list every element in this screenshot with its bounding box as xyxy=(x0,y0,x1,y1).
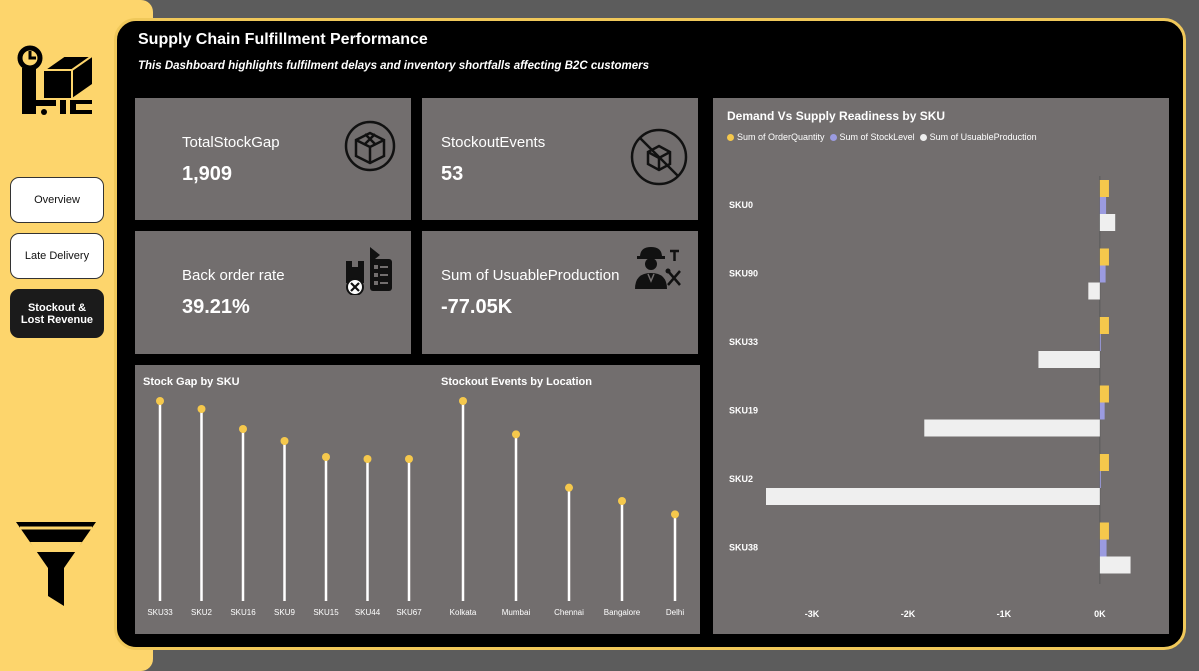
kpi-card-back-order-rate: Back order rate 39.21% xyxy=(135,231,411,354)
open-box-icon xyxy=(344,120,396,172)
bar-1 xyxy=(1099,539,1107,557)
bar-1 xyxy=(1099,471,1101,488)
bar-0 xyxy=(1099,248,1109,266)
nav-late-delivery-button[interactable]: Late Delivery xyxy=(10,233,104,279)
y-tick-label: SKU38 xyxy=(729,543,758,553)
x-tick-label: Kolkata xyxy=(450,608,477,617)
stock-gap-chart-title: Stock Gap by SKU xyxy=(143,376,240,388)
kpi-label: Back order rate xyxy=(182,267,285,284)
lollipop-point xyxy=(405,455,413,463)
kpi-value: 1,909 xyxy=(182,163,233,185)
worker-icon xyxy=(635,247,681,289)
stockout-location-chart-title: Stockout Events by Location xyxy=(441,376,592,388)
bar-1 xyxy=(1099,334,1101,351)
bar-0 xyxy=(1099,385,1109,403)
x-tick-label: SKU33 xyxy=(147,608,173,617)
x-tick-label: -3K xyxy=(805,609,820,619)
x-tick-label: Chennai xyxy=(554,608,584,617)
y-tick-label: SKU19 xyxy=(729,406,758,416)
page-title: Supply Chain Fulfillment Performance xyxy=(138,31,428,48)
lollipop-point xyxy=(512,430,520,439)
lollipop-point xyxy=(565,483,573,492)
bar-2 xyxy=(1038,351,1100,368)
x-tick-label: Bangalore xyxy=(604,608,641,617)
x-tick-label: SKU16 xyxy=(230,608,256,617)
x-tick-label: -1K xyxy=(997,609,1012,619)
kpi-label: StockoutEvents xyxy=(441,134,546,151)
legend-label: Sum of UsuableProduction xyxy=(929,132,1037,142)
kpi-label: Sum of UsuableProduction xyxy=(441,267,620,284)
bar-2 xyxy=(1099,214,1116,231)
chart-legend: Sum of OrderQuantity Sum of StockLevel S… xyxy=(727,132,1037,142)
nav-stockout-button[interactable]: Stockout & Lost Revenue xyxy=(10,289,104,338)
x-tick-label: SKU9 xyxy=(274,608,295,617)
nav-overview-button[interactable]: Overview xyxy=(10,177,104,223)
bar-0 xyxy=(1099,180,1109,197)
lollipop-point xyxy=(156,397,164,405)
kpi-card-stockout-events: StockoutEvents 53 xyxy=(422,98,698,220)
bar-0 xyxy=(1099,522,1109,540)
y-tick-label: SKU90 xyxy=(729,269,758,279)
lollipop-point xyxy=(363,455,372,463)
kpi-label: TotalStockGap xyxy=(182,134,280,151)
legend-label: Sum of StockLevel xyxy=(839,132,915,142)
y-tick-label: SKU33 xyxy=(729,337,758,347)
lollipop-point xyxy=(322,453,330,461)
bar-2 xyxy=(766,488,1100,505)
lollipop-charts-svg: SKU33 SKU2 SKU16 SKU9 SKU15 SKU44 SKU67 Kolkata… xyxy=(147,397,684,617)
x-tick-label: SKU67 xyxy=(396,608,422,617)
legend-label: Sum of OrderQuantity xyxy=(737,132,825,142)
legend-swatch xyxy=(829,133,837,141)
no-box-icon xyxy=(630,128,688,186)
bar-2 xyxy=(924,419,1100,437)
x-tick-label: SKU44 xyxy=(355,608,381,617)
lollipop-charts-card: Stock Gap by SKU Stockout Events by Loca… xyxy=(135,365,700,634)
bar-0 xyxy=(1099,454,1109,471)
legend-swatch xyxy=(919,133,927,141)
demand-supply-chart-svg: SKU0 SKU90 SKU33 SKU19 SKU2 SKU38 -3K -2K -1K 0K xyxy=(729,176,1131,619)
bar-1 xyxy=(1099,402,1105,420)
x-tick-label: Mumbai xyxy=(502,608,531,617)
bar-2 xyxy=(1099,556,1131,574)
kpi-card-total-stock-gap: TotalStockGap 1,909 xyxy=(135,98,411,220)
legend-item-order-quantity[interactable]: Sum of OrderQuantity xyxy=(727,132,825,142)
legend-swatch xyxy=(727,133,734,141)
kpi-value: 53 xyxy=(441,163,464,185)
backorder-icon xyxy=(346,247,392,295)
legend-item-stock-level[interactable]: Sum of StockLevel xyxy=(829,132,915,142)
bar-1 xyxy=(1099,197,1107,214)
lollipop-point xyxy=(197,405,206,413)
lollipop-point xyxy=(280,437,289,445)
legend-item-usable-production[interactable]: Sum of UsuableProduction xyxy=(919,132,1037,142)
y-tick-label: SKU2 xyxy=(729,474,753,484)
bar-0 xyxy=(1099,317,1109,334)
lollipop-point xyxy=(671,510,679,519)
x-tick-label: 0K xyxy=(1094,609,1106,619)
lollipop-point xyxy=(239,425,247,433)
funnel-icon[interactable] xyxy=(16,522,98,606)
lollipop-point xyxy=(618,497,626,505)
x-tick-label: SKU15 xyxy=(313,608,339,617)
bar-1 xyxy=(1099,265,1106,283)
demand-supply-chart-card: Demand Vs Supply Readiness by SKU Sum of… xyxy=(713,98,1169,634)
lollipop-point xyxy=(459,397,467,405)
x-tick-label: SKU2 xyxy=(191,608,212,617)
warehouse-logo-icon xyxy=(17,45,96,115)
y-tick-label: SKU0 xyxy=(729,200,753,210)
kpi-value: 39.21% xyxy=(182,296,250,318)
page-subtitle: This Dashboard highlights fulfilment del… xyxy=(138,60,649,72)
bar-2 xyxy=(1088,282,1100,300)
x-tick-label: Delhi xyxy=(666,608,684,617)
kpi-card-usable-production: Sum of UsuableProduction -77.05K xyxy=(422,231,698,354)
demand-supply-chart-title: Demand Vs Supply Readiness by SKU xyxy=(727,109,946,123)
kpi-value: -77.05K xyxy=(441,296,513,318)
x-tick-label: -2K xyxy=(901,609,916,619)
